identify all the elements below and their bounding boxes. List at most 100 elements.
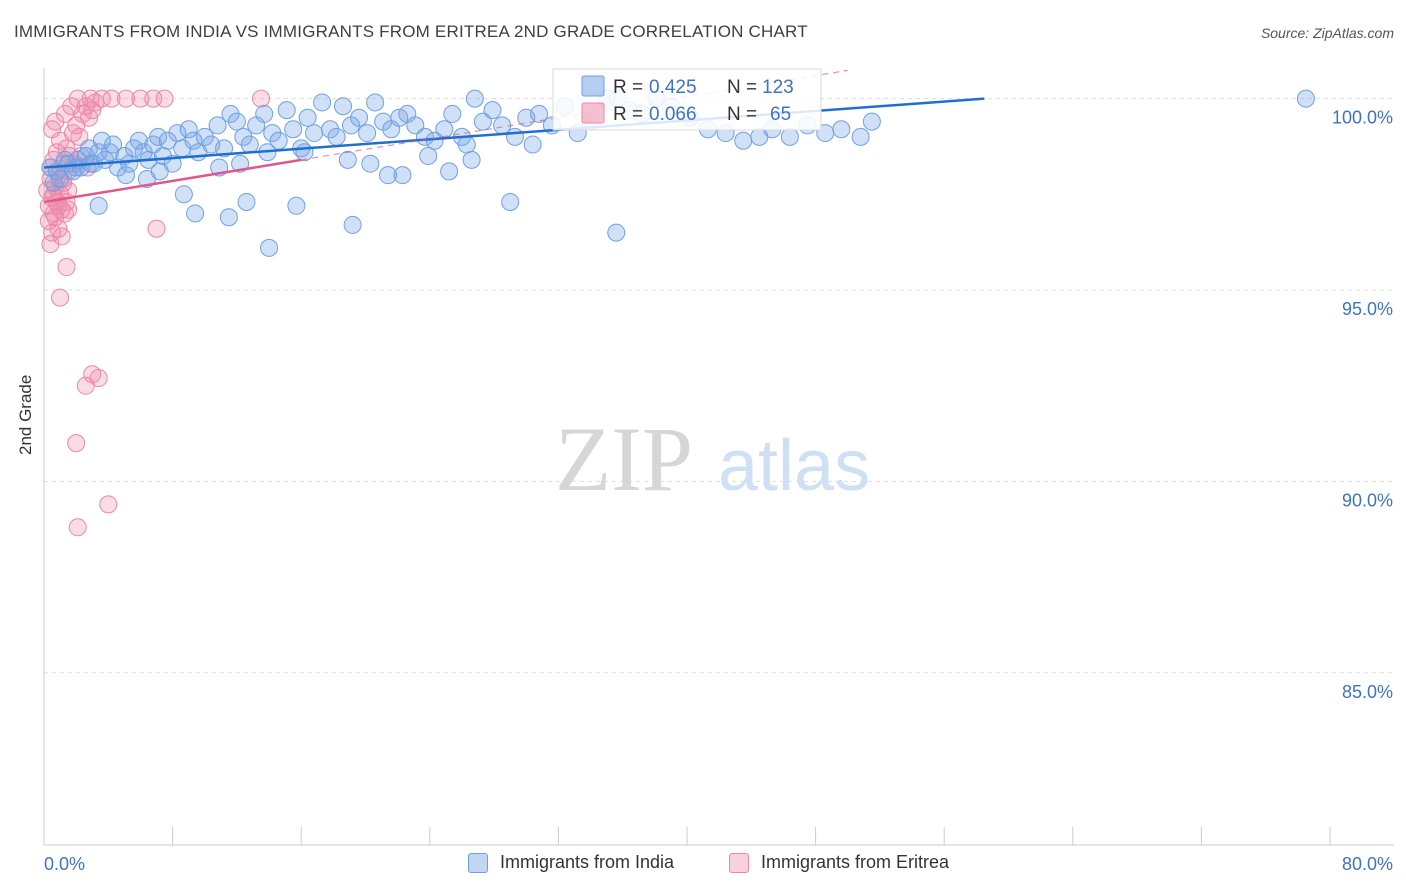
india-point (104, 135, 123, 154)
india-points (41, 89, 1315, 257)
eritrea-points (38, 89, 271, 537)
eritrea-point (102, 89, 121, 108)
source-label: Source: ZipAtlas.com (1260, 25, 1394, 41)
india-point (457, 135, 476, 154)
eritrea-point (92, 89, 111, 108)
eritrea-point (70, 127, 89, 146)
stats-india-r-value: 0.425 (649, 77, 697, 98)
india-point (240, 135, 259, 154)
india-point (227, 112, 246, 131)
eritrea-point (67, 434, 86, 453)
india-point (150, 162, 169, 181)
india-point (473, 112, 492, 131)
eritrea-point (51, 288, 70, 307)
eritrea-point (89, 369, 108, 388)
stats-eritrea-swatch (581, 102, 605, 124)
india-point (379, 166, 398, 185)
india-point (862, 112, 881, 131)
india-point (465, 89, 484, 108)
stats-eritrea-r-label: R = (613, 104, 643, 125)
legend-item-eritrea[interactable]: Immigrants from Eritrea (729, 852, 949, 873)
india-point (1296, 89, 1315, 108)
legend-item-india[interactable]: Immigrants from India (468, 852, 674, 873)
india-point (443, 104, 462, 123)
legend: Immigrants from India Immigrants from Er… (0, 850, 1406, 878)
india-point (440, 162, 459, 181)
india-point (313, 93, 332, 112)
eritrea-point (41, 235, 60, 254)
india-point (350, 108, 369, 127)
grid-layer: 85.0% 90.0% 95.0% 100.0% (44, 98, 1394, 702)
india-point (393, 166, 412, 185)
eritrea-point (99, 495, 118, 514)
eritrea-point (116, 89, 135, 108)
watermark-atlas: atlas (718, 426, 870, 506)
india-point (179, 120, 198, 139)
stats-india-swatch (581, 75, 605, 97)
legend-label-eritrea: Immigrants from Eritrea (761, 852, 950, 872)
legend-label-india: Immigrants from India (500, 852, 675, 872)
stats-india-r-label: R = (613, 77, 643, 98)
india-point (333, 97, 352, 116)
india-point (149, 127, 168, 146)
india-point (287, 196, 306, 215)
india-point (321, 120, 340, 139)
y-tick-label: 100.0% (1332, 108, 1393, 128)
india-point (327, 127, 346, 146)
india-point (734, 131, 753, 150)
eritrea-point (59, 200, 78, 219)
y-tick-label: 95.0% (1342, 299, 1393, 319)
eritrea-point (55, 104, 74, 123)
legend-swatch-india (468, 852, 488, 873)
india-point (186, 204, 205, 223)
india-point (158, 131, 177, 150)
india-point (255, 104, 274, 123)
india-point (305, 124, 324, 143)
eritrea-point (46, 112, 65, 131)
stats-box: R = 0.425 N = 123 R = 0.066 N = 65 (552, 68, 822, 131)
india-point (184, 131, 203, 150)
india-point (358, 124, 377, 143)
india-point (462, 150, 481, 169)
india-point (406, 116, 425, 135)
stats-india-n-value: 123 (762, 77, 794, 98)
india-point (174, 185, 193, 204)
india-point (116, 166, 135, 185)
stats-eritrea-r-value: 0.066 (649, 104, 697, 125)
y-tick-label: 85.0% (1342, 682, 1393, 702)
india-point (483, 101, 502, 120)
india-point (832, 120, 851, 139)
india-point (338, 150, 357, 169)
eritrea-point (68, 89, 87, 108)
chart-title: IMMIGRANTS FROM INDIA VS IMMIGRANTS FROM… (14, 22, 808, 41)
india-point (607, 223, 626, 242)
india-point (219, 208, 238, 227)
india-point (435, 120, 454, 139)
eritrea-point (68, 518, 87, 537)
eritrea-point (57, 258, 76, 277)
india-point (366, 93, 385, 112)
eritrea-point (252, 89, 271, 108)
stats-eritrea-n-value: 65 (770, 104, 791, 125)
x-tick-label-min: 0.0% (44, 854, 85, 874)
india-point (67, 158, 86, 177)
india-point (221, 104, 240, 123)
stats-eritrea-n-label: N = (727, 104, 757, 125)
india-point (780, 127, 799, 146)
india-point (361, 154, 380, 173)
eritrea-point (147, 219, 166, 238)
india-point (195, 127, 214, 146)
india-point (234, 127, 253, 146)
india-point (419, 147, 438, 166)
india-point (215, 139, 234, 158)
eritrea-point (131, 89, 150, 108)
legend-swatch-eritrea (729, 852, 749, 873)
eritrea-point (155, 89, 174, 108)
eritrea-point (62, 97, 81, 116)
watermark: ZIP atlas (555, 408, 870, 510)
india-point (501, 192, 520, 211)
india-point (530, 104, 549, 123)
india-point (298, 108, 317, 127)
india-point (237, 192, 256, 211)
india-point (89, 196, 108, 215)
